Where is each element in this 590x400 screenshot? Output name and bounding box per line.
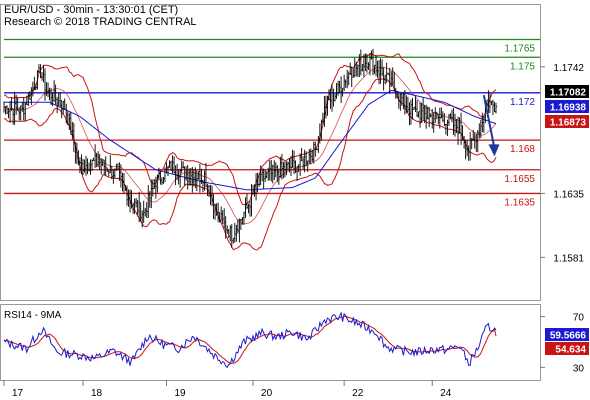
ma-value-box: 1.16938: [545, 100, 589, 114]
price-bars: [3, 48, 498, 248]
rsi-series: [3, 311, 497, 369]
time-axis-ticks: 17 18 19 20 22 24: [3, 380, 452, 399]
forecast-arrow: [482, 94, 500, 157]
chart-copyright: Research © 2018 TRADING CENTRAL: [4, 16, 197, 28]
rsi-ma-line: [3, 315, 497, 364]
rsi-panel-title: RSI14 - 9MA: [4, 310, 62, 321]
forecast-arrow-head: [488, 144, 500, 157]
last-price-box: 1.17082: [545, 85, 589, 99]
time-tick-label: 19: [174, 388, 186, 399]
bollinger-bands: [3, 53, 497, 251]
rsi-ma-value-box-text: 54.634: [555, 345, 586, 356]
price-tick-label: 1.1742: [553, 63, 584, 74]
rsi-line: [3, 311, 497, 369]
ma-value-box-text: 1.16938: [550, 103, 587, 114]
price-axis-ticks: 1.1742 1.1635 1.1581: [540, 63, 584, 264]
last-price-box-text: 1.17082: [550, 88, 587, 99]
level-label-1.1655: 1.1655: [504, 174, 535, 185]
rsi-value-box: 59.5666: [545, 328, 589, 342]
time-tick-label: 17: [12, 388, 24, 399]
moving-average-line: [4, 89, 497, 191]
level-label-1.1765: 1.1765: [504, 44, 535, 55]
bollinger-upper: [3, 53, 497, 206]
price-value-boxes: 1.17082 1.16938 1.16873: [545, 85, 589, 129]
bb-value-box: 1.16873: [545, 115, 589, 129]
level-label-1.1635: 1.1635: [504, 197, 535, 208]
time-tick-label: 18: [91, 388, 103, 399]
chart-title: EUR/USD - 30min - 13:30:01 (CET): [4, 4, 178, 16]
price-tick-label: 1.1581: [553, 253, 584, 264]
time-tick-label: 20: [261, 388, 273, 399]
rsi-ma-value-box-bg: [545, 342, 589, 355]
forecast-arrow-shaft: [482, 94, 496, 149]
rsi-panel-frame: [0, 304, 541, 381]
level-label-1.168: 1.168: [510, 144, 535, 155]
level-labels: 1.1765 1.175 1.172 1.168 1.1655 1.1635: [504, 44, 535, 209]
last-price-box-bg: [545, 85, 589, 98]
time-tick-label: 24: [440, 388, 452, 399]
ma-value-box-bg: [545, 100, 589, 113]
bb-value-box-text: 1.16873: [550, 118, 587, 129]
level-label-1.172: 1.172: [510, 97, 535, 108]
rsi-value-boxes: 59.5666 54.634: [545, 328, 589, 356]
price-tick-label: 1.1635: [553, 189, 584, 200]
rsi-tick-label: 30: [573, 363, 585, 374]
level-label-1.175: 1.175: [510, 61, 535, 72]
level-lines: [4, 38, 540, 195]
rsi-value-box-bg: [545, 328, 589, 341]
moving-average: [4, 89, 497, 191]
rsi-tick-label: 70: [573, 313, 585, 324]
bb-value-box-bg: [545, 115, 589, 128]
rsi-value-box-text: 59.5666: [550, 331, 587, 342]
rsi-ma-value-box: 54.634: [545, 342, 589, 356]
time-tick-label: 22: [352, 388, 364, 399]
main-panel-frame: [0, 4, 541, 301]
bollinger-lower: [3, 78, 497, 251]
rsi-axis-ticks: 70 30: [540, 313, 585, 374]
